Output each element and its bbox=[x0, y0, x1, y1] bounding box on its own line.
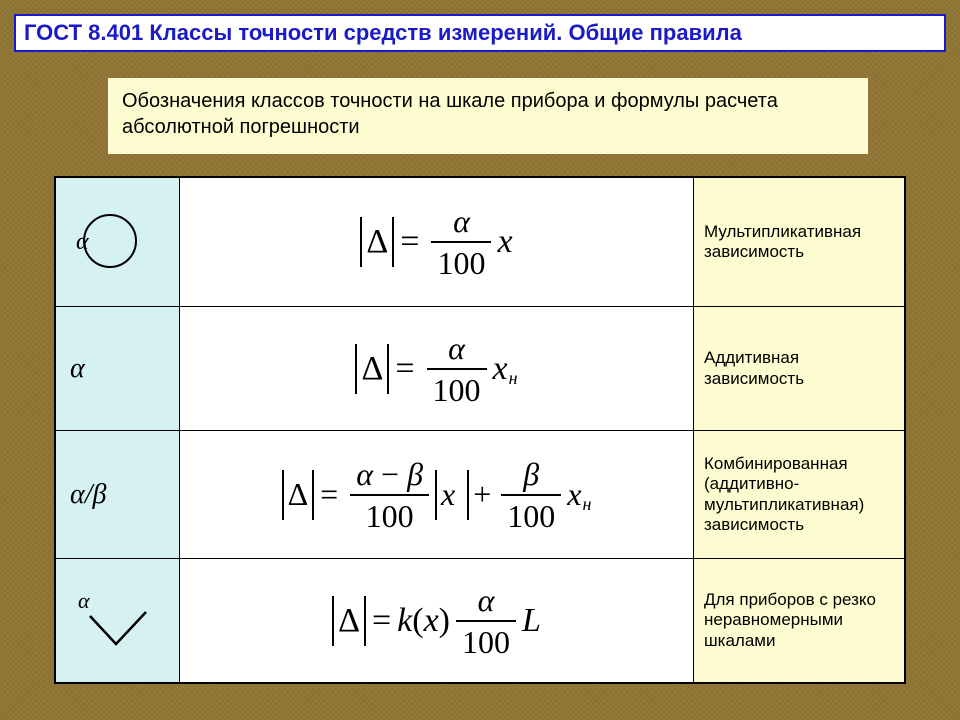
description-cell: Для приборов с резко неравномерными шкал… bbox=[694, 559, 904, 682]
formula-table: α Δ=α100x Мультипликативная зависимость … bbox=[54, 176, 906, 684]
page-title: ГОСТ 8.401 Классы точности средств измер… bbox=[14, 14, 946, 52]
table-row: α Δ=α100xн Аддитивная зависимость bbox=[56, 306, 904, 430]
alpha-vee-icon: α bbox=[76, 586, 162, 656]
description-cell: Комбинированная (аддитивно-мультипликати… bbox=[694, 431, 904, 558]
description-cell: Мультипликативная зависимость bbox=[694, 178, 904, 306]
formula-cell: Δ=α100xн bbox=[180, 307, 694, 430]
symbol-cell: α bbox=[56, 559, 180, 682]
formula: Δ=α100xн bbox=[355, 330, 517, 408]
table-row: α Δ=α100x Мультипликативная зависимость bbox=[56, 178, 904, 306]
formula: Δ=α100x bbox=[360, 203, 512, 281]
symbol-cell: α bbox=[56, 178, 180, 306]
formula-cell: Δ=α100x bbox=[180, 178, 694, 306]
subtitle: Обозначения классов точности на шкале пр… bbox=[108, 78, 868, 154]
table-row: α Δ=k(x)α100L Для приборов с резко нерав… bbox=[56, 558, 904, 682]
alpha-in-circle-icon: α bbox=[70, 207, 140, 277]
symbol-alpha: α bbox=[76, 229, 89, 256]
description-cell: Аддитивная зависимость bbox=[694, 307, 904, 430]
symbol-cell: α bbox=[56, 307, 180, 430]
formula: Δ=α − β100x +β100xн bbox=[282, 456, 592, 534]
symbol-cell: α/β bbox=[56, 431, 180, 558]
symbol-alpha: α bbox=[70, 353, 85, 385]
slide-canvas: { "title": "ГОСТ 8.401 Классы точности с… bbox=[0, 0, 960, 720]
symbol-alpha-beta: α/β bbox=[70, 479, 106, 511]
table-row: α/β Δ=α − β100x +β100xн Комбинированная … bbox=[56, 430, 904, 558]
symbol-alpha: α bbox=[78, 588, 90, 614]
formula-cell: Δ=k(x)α100L bbox=[180, 559, 694, 682]
formula: Δ=k(x)α100L bbox=[332, 582, 541, 660]
formula-cell: Δ=α − β100x +β100xн bbox=[180, 431, 694, 558]
